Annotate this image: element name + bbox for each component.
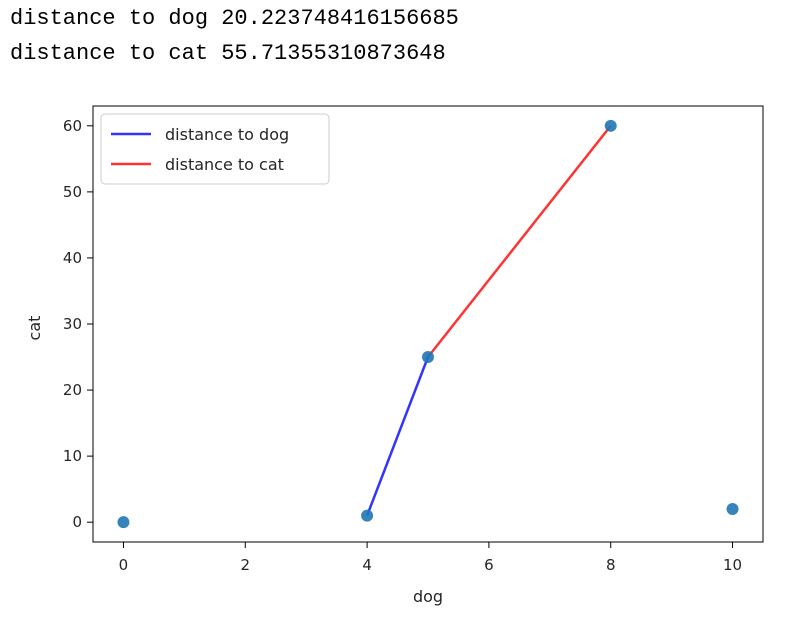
x-axis-label: dog (413, 587, 443, 606)
y-tick-label-60: 60 (63, 117, 82, 135)
output-line-dog-distance: distance to dog 20.223748416156685 (10, 6, 459, 31)
scatter-point-1 (361, 509, 374, 522)
series-line-0 (365, 356, 430, 517)
y-axis-ticks: 0 10 20 30 40 50 60 (63, 117, 93, 531)
x-tick-label-8: 8 (606, 556, 616, 574)
x-tick-label-4: 4 (362, 556, 372, 574)
legend: distance to dog distance to cat (100, 113, 330, 185)
scatter-point-4 (726, 502, 739, 515)
legend-label-0: distance to dog (165, 125, 289, 144)
y-tick-label-30: 30 (63, 315, 82, 333)
y-tick-label-40: 40 (63, 249, 82, 267)
x-tick-label-10: 10 (723, 556, 742, 574)
legend-label-1: distance to cat (165, 155, 284, 174)
x-axis-ticks: 0 2 4 6 8 10 (119, 542, 742, 574)
y-axis-label: cat (25, 316, 44, 341)
series-layer (365, 125, 612, 517)
y-tick-label-10: 10 (63, 447, 82, 465)
y-tick-label-0: 0 (72, 513, 82, 531)
points-layer (117, 119, 739, 529)
y-tick-label-50: 50 (63, 183, 82, 201)
x-tick-label-0: 0 (119, 556, 129, 574)
series-line-1 (427, 125, 612, 358)
scatter-point-2 (422, 351, 434, 364)
legend-box (100, 113, 330, 185)
x-tick-label-2: 2 (240, 556, 250, 574)
scatter-point-0 (117, 516, 130, 529)
output-line-cat-distance: distance to cat 55.71355310873648 (10, 41, 446, 66)
scatter-point-3 (604, 119, 617, 132)
x-tick-label-6: 6 (484, 556, 494, 574)
y-tick-label-20: 20 (63, 381, 82, 399)
